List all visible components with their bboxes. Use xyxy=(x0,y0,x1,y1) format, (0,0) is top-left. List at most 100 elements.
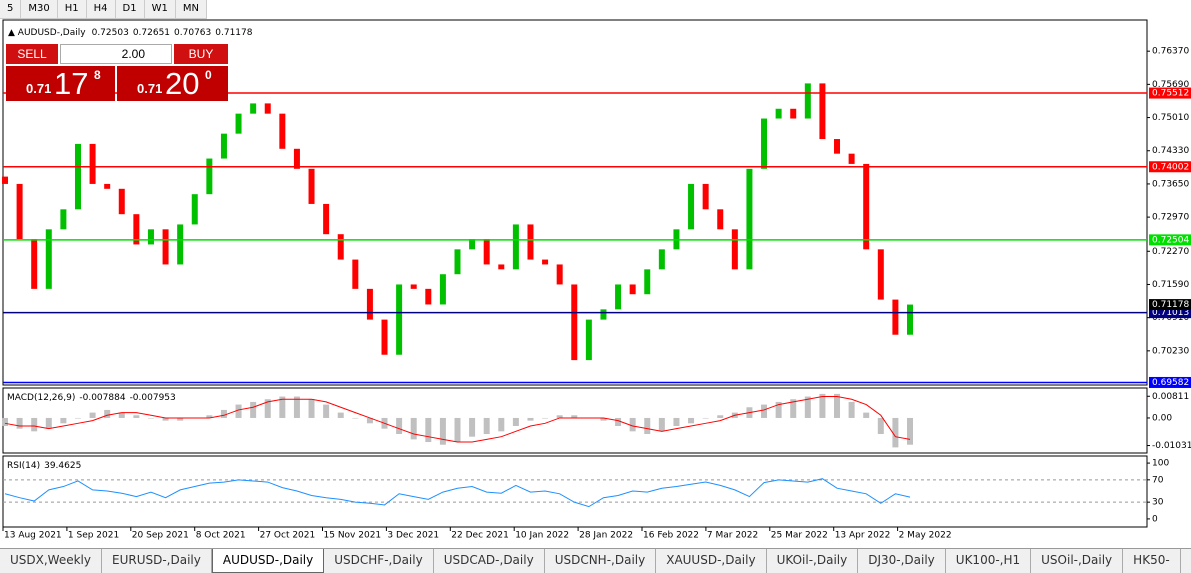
timeframe-button[interactable]: H4 xyxy=(87,0,116,18)
macd-panel xyxy=(2,387,1148,454)
macd-bar xyxy=(498,417,505,432)
chart-tab[interactable]: USDX,Weekly xyxy=(0,549,102,573)
chart-tab[interactable]: EURUSD-,Daily xyxy=(102,549,212,573)
macd-bar xyxy=(45,417,52,429)
y-tick-label: 70 xyxy=(1152,475,1164,485)
candle xyxy=(118,188,125,215)
macd-reading: -0.007884 xyxy=(79,393,125,403)
chart-tab[interactable]: USDCHF-,Daily xyxy=(324,549,434,573)
candle xyxy=(790,108,797,119)
candle xyxy=(250,103,257,114)
chart-tab[interactable]: DJ30-,Daily xyxy=(858,549,946,573)
macd-bar xyxy=(542,417,549,419)
candle xyxy=(512,224,519,270)
macd-bar xyxy=(323,404,330,418)
timeframe-button[interactable]: MN xyxy=(176,0,207,18)
x-tick-label: 28 Jan 2022 xyxy=(579,531,633,541)
macd-bar xyxy=(702,417,709,419)
candle xyxy=(848,153,855,164)
bid-price[interactable]: 0.71 17 8 xyxy=(6,66,115,101)
buy-button[interactable]: BUY xyxy=(174,44,228,64)
rsi-panel xyxy=(2,455,1148,528)
macd-bar xyxy=(162,417,169,421)
candle xyxy=(60,209,67,230)
chart-tab[interactable]: USDCNH-,Daily xyxy=(545,549,657,573)
candle xyxy=(279,113,286,149)
macd-bar xyxy=(177,417,184,421)
chart-tab[interactable]: UKOil-,Daily xyxy=(767,549,859,573)
macd-bar xyxy=(658,417,665,432)
candle xyxy=(16,183,23,240)
symbol: AUDUSD-,Daily xyxy=(18,28,86,38)
chart-tab[interactable]: UK100-,H1 xyxy=(946,549,1032,573)
macd-bar xyxy=(629,417,636,432)
timeframe-button[interactable]: W1 xyxy=(145,0,176,18)
macd-bar xyxy=(60,417,67,424)
candle xyxy=(907,304,913,335)
candle xyxy=(761,118,768,169)
candle xyxy=(308,168,315,204)
candle xyxy=(615,284,622,310)
chart-tab[interactable]: USDCAD-,Daily xyxy=(434,549,545,573)
candle xyxy=(425,288,432,305)
chart-tab[interactable]: XAUUSD-,Daily xyxy=(656,549,767,573)
timeframe-button[interactable]: M30 xyxy=(21,0,58,18)
macd-bar xyxy=(892,417,899,448)
candle xyxy=(439,274,446,305)
candle xyxy=(892,299,899,335)
candle xyxy=(74,143,81,210)
last-price-tag xyxy=(1149,299,1191,311)
chart-tab[interactable]: AUDUSD-,Daily xyxy=(211,549,325,573)
timeframe-button[interactable]: 5 xyxy=(0,0,22,18)
sell-button[interactable]: SELL xyxy=(6,44,58,64)
candle xyxy=(162,229,169,265)
price-tag xyxy=(1149,87,1191,99)
symbol-icon: ▲ xyxy=(8,28,18,38)
candle xyxy=(600,309,607,320)
candle xyxy=(396,284,403,355)
macd-bar xyxy=(775,401,782,418)
ask-frac: 0 xyxy=(205,68,212,82)
candle xyxy=(804,83,811,119)
macd-bar xyxy=(308,399,315,418)
macd-bar xyxy=(2,417,8,426)
timeframe-toolbar: 5 M30 H1 H4 D1 W1 MN xyxy=(0,0,207,19)
macd-bar xyxy=(206,415,213,418)
macd-bar xyxy=(848,401,855,418)
candle xyxy=(877,249,884,300)
price-tag-label: 0.71013 xyxy=(1152,308,1189,318)
candle xyxy=(264,103,271,114)
signal-reading: -0.007953 xyxy=(130,393,176,403)
rsi-name: RSI(14) xyxy=(7,461,40,471)
x-tick-label: 25 Mar 2022 xyxy=(771,531,828,541)
one-click-trading: SELL 2.00 BUY 0.71 17 8 0.71 20 0 xyxy=(6,44,228,102)
macd-bar xyxy=(556,415,563,418)
macd-bar xyxy=(104,409,111,418)
y-tick-label: -0.01031 xyxy=(1152,441,1191,451)
rsi-title: RSI(14) 39.4625 xyxy=(7,461,81,471)
timeframe-button[interactable]: D1 xyxy=(116,0,145,18)
chart-tab[interactable]: HK50- xyxy=(1123,549,1181,573)
candle xyxy=(819,83,826,140)
timeframe-button[interactable]: H1 xyxy=(58,0,87,18)
macd-bar xyxy=(877,417,884,435)
high: 0.72651 xyxy=(133,28,170,38)
x-tick-label: 20 Sep 2021 xyxy=(132,531,189,541)
macd-bar xyxy=(907,417,913,445)
x-tick-label: 13 Aug 2021 xyxy=(4,531,62,541)
macd-bar xyxy=(717,415,724,418)
y-tick-label: 0.00811 xyxy=(1152,392,1189,402)
candle xyxy=(731,229,738,270)
ask-pips: 20 xyxy=(165,66,200,101)
lot-input[interactable]: 2.00 xyxy=(60,44,172,64)
candle xyxy=(89,143,96,184)
candle xyxy=(323,203,330,235)
chart-tab[interactable]: USOil-,Daily xyxy=(1031,549,1124,573)
ask-price[interactable]: 0.71 20 0 xyxy=(117,66,228,101)
macd-bar xyxy=(804,396,811,418)
y-tick-label: 0.71590 xyxy=(1152,280,1189,290)
macd-bar xyxy=(615,417,622,426)
candle xyxy=(585,319,592,361)
macd-bar xyxy=(352,417,359,419)
candle xyxy=(2,176,8,184)
